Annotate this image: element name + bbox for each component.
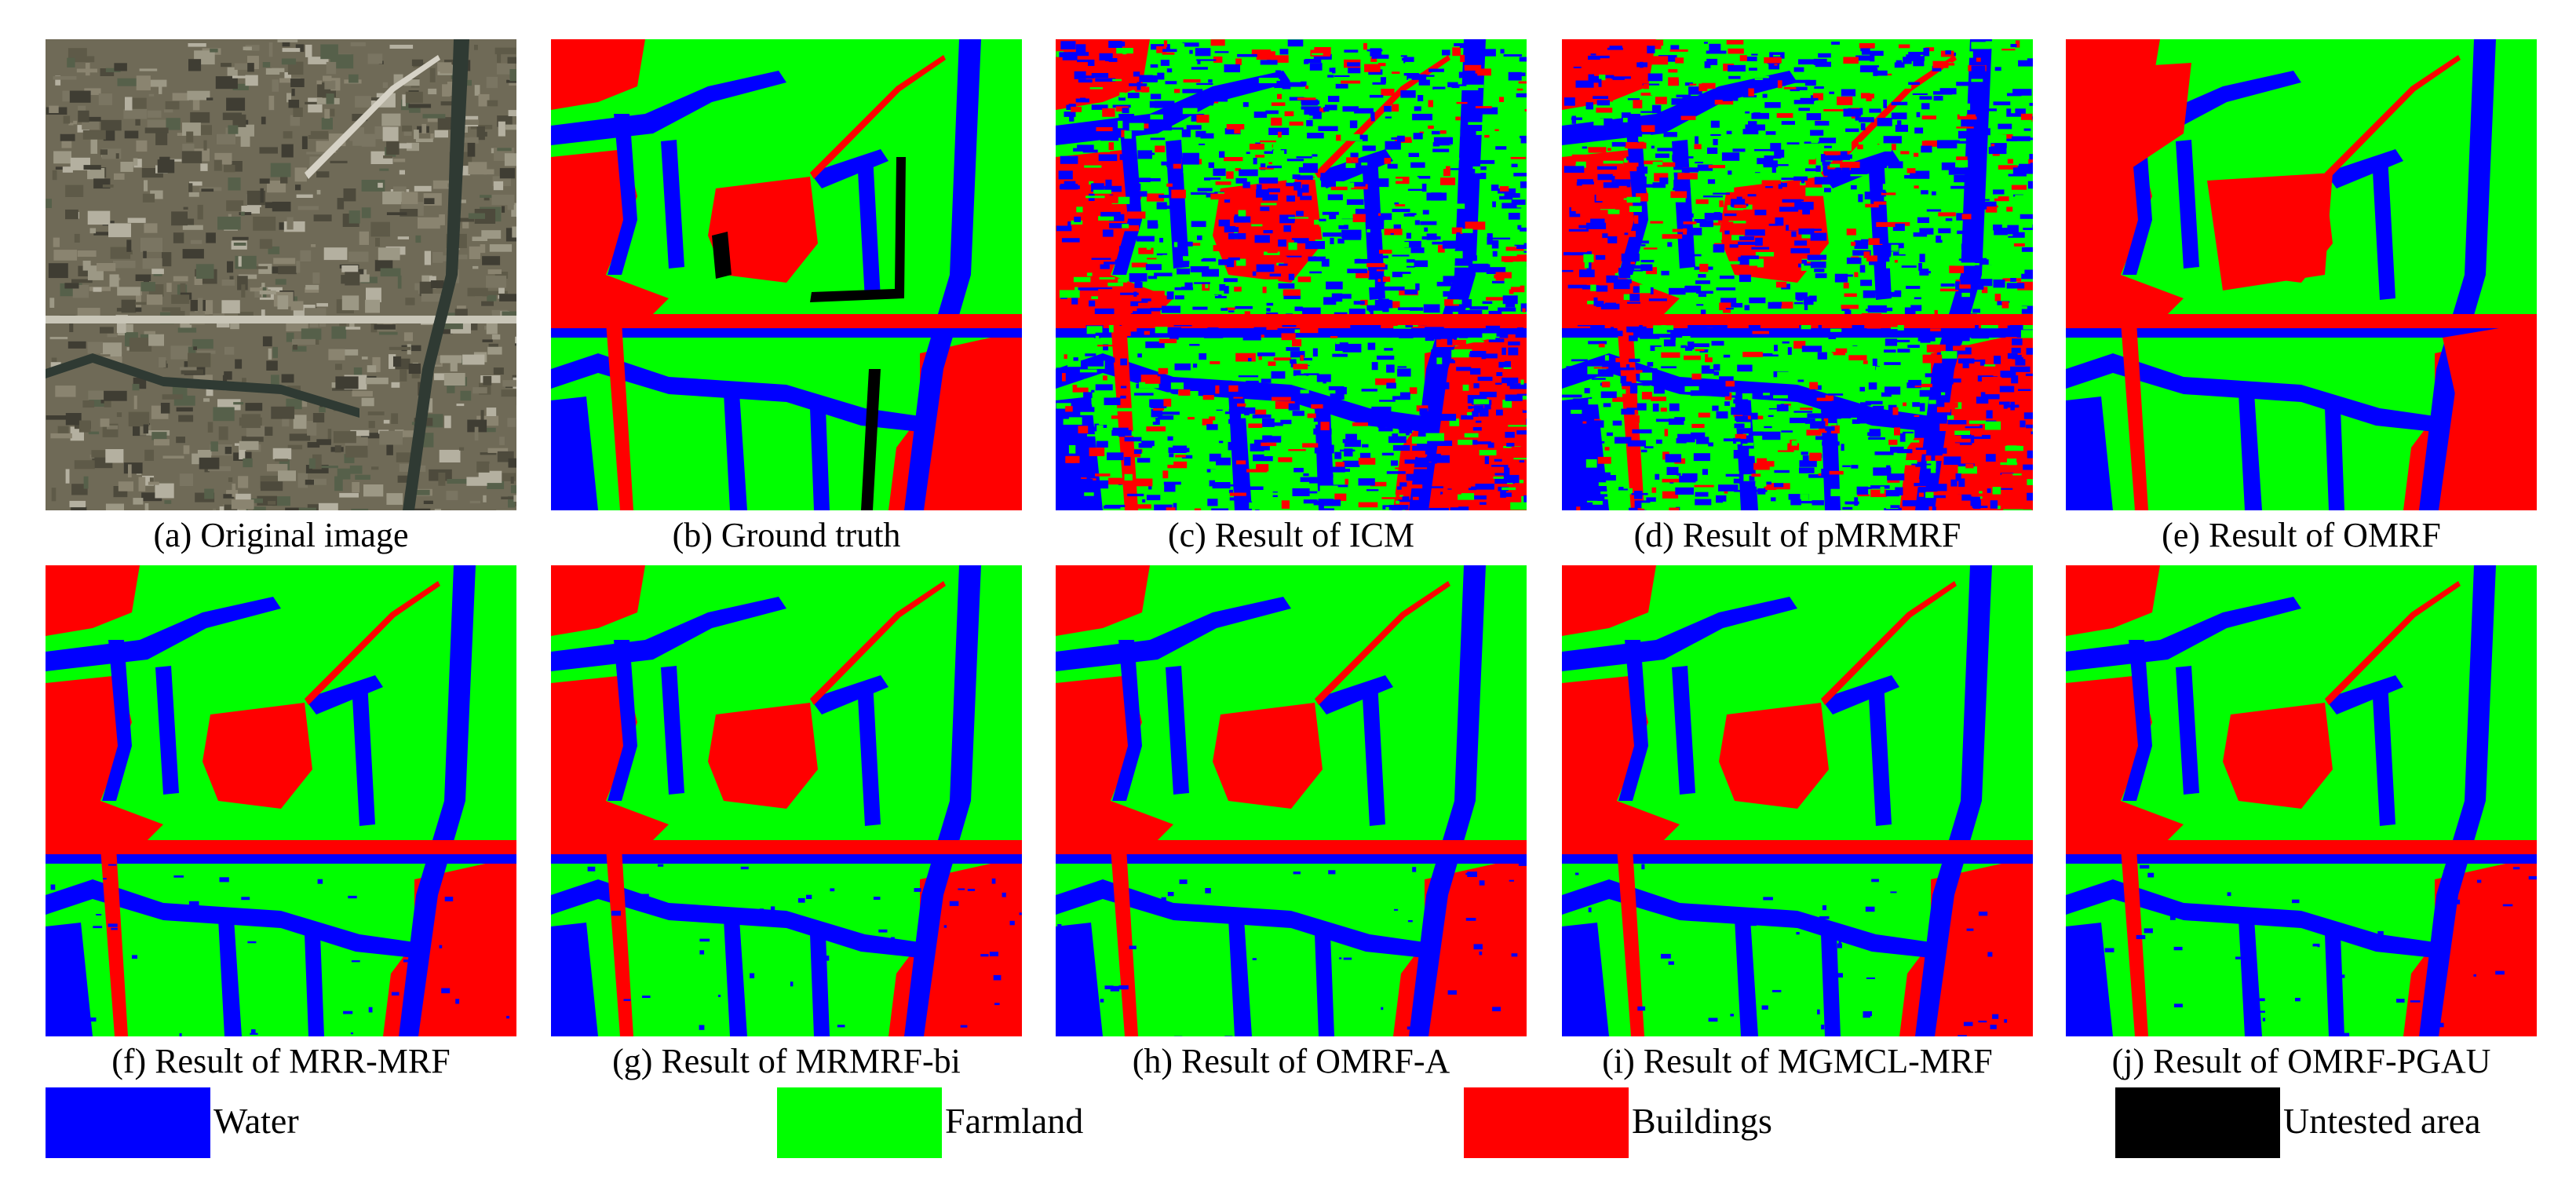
- panel-caption-g: (g) Result of MRMRF-bi: [612, 1042, 961, 1080]
- mgmcl-mrf-result-map: [1562, 565, 2033, 1036]
- panel-e: (e) Result of OMRF: [2066, 39, 2537, 554]
- legend-label-buildings: Buildings: [1632, 1101, 1772, 1141]
- panel-c: (c) Result of ICM: [1056, 39, 1527, 554]
- panel-g: (g) Result of MRMRF-bi: [551, 565, 1022, 1080]
- legend-label-untested: Untested area: [2283, 1101, 2481, 1141]
- ground-truth-map: [551, 39, 1022, 510]
- panel-d: (d) Result of pMRMRF: [1562, 39, 2033, 554]
- omrf-pgau-result-map: [2066, 565, 2537, 1036]
- legend-swatch-farmland: [777, 1087, 942, 1158]
- panel-caption-c: (c) Result of ICM: [1167, 516, 1415, 554]
- panel-h: (h) Result of OMRF-A: [1056, 565, 1527, 1080]
- panel-j: (j) Result of OMRF-PGAU: [2066, 565, 2537, 1080]
- original-image: [46, 39, 516, 510]
- omrf-result-map: [2066, 39, 2537, 510]
- panel-caption-b: (b) Ground truth: [672, 516, 901, 554]
- mrr-mrf-result-map: [46, 565, 516, 1036]
- icm-result-map: [1056, 39, 1527, 510]
- panel-caption-j: (j) Result of OMRF-PGAU: [2111, 1042, 2491, 1080]
- panel-i: (i) Result of MGMCL-MRF: [1562, 565, 2033, 1080]
- legend-swatch-untested: [2115, 1087, 2280, 1158]
- panel-caption-d: (d) Result of pMRMRF: [1633, 516, 1961, 554]
- panel-caption-i: (i) Result of MGMCL-MRF: [1602, 1042, 1993, 1080]
- legend-swatch-buildings: [1464, 1087, 1629, 1158]
- omrf-a-result-map: [1056, 565, 1527, 1036]
- legend-label-farmland: Farmland: [945, 1101, 1084, 1141]
- panel-b: (b) Ground truth: [551, 39, 1022, 554]
- panel-f: (f) Result of MRR-MRF: [46, 565, 516, 1080]
- panel-caption-e: (e) Result of OMRF: [2162, 516, 2441, 554]
- legend-swatch-water: [46, 1087, 210, 1158]
- panel-caption-a: (a) Original image: [153, 516, 409, 554]
- panel-a: (a) Original image: [46, 39, 516, 554]
- legend-label-water: Water: [213, 1101, 299, 1141]
- pmrmrf-result-map: [1562, 39, 2033, 510]
- panel-caption-h: (h) Result of OMRF-A: [1132, 1042, 1450, 1080]
- mrmrf-bi-result-map: [551, 565, 1022, 1036]
- panel-caption-f: (f) Result of MRR-MRF: [111, 1042, 451, 1080]
